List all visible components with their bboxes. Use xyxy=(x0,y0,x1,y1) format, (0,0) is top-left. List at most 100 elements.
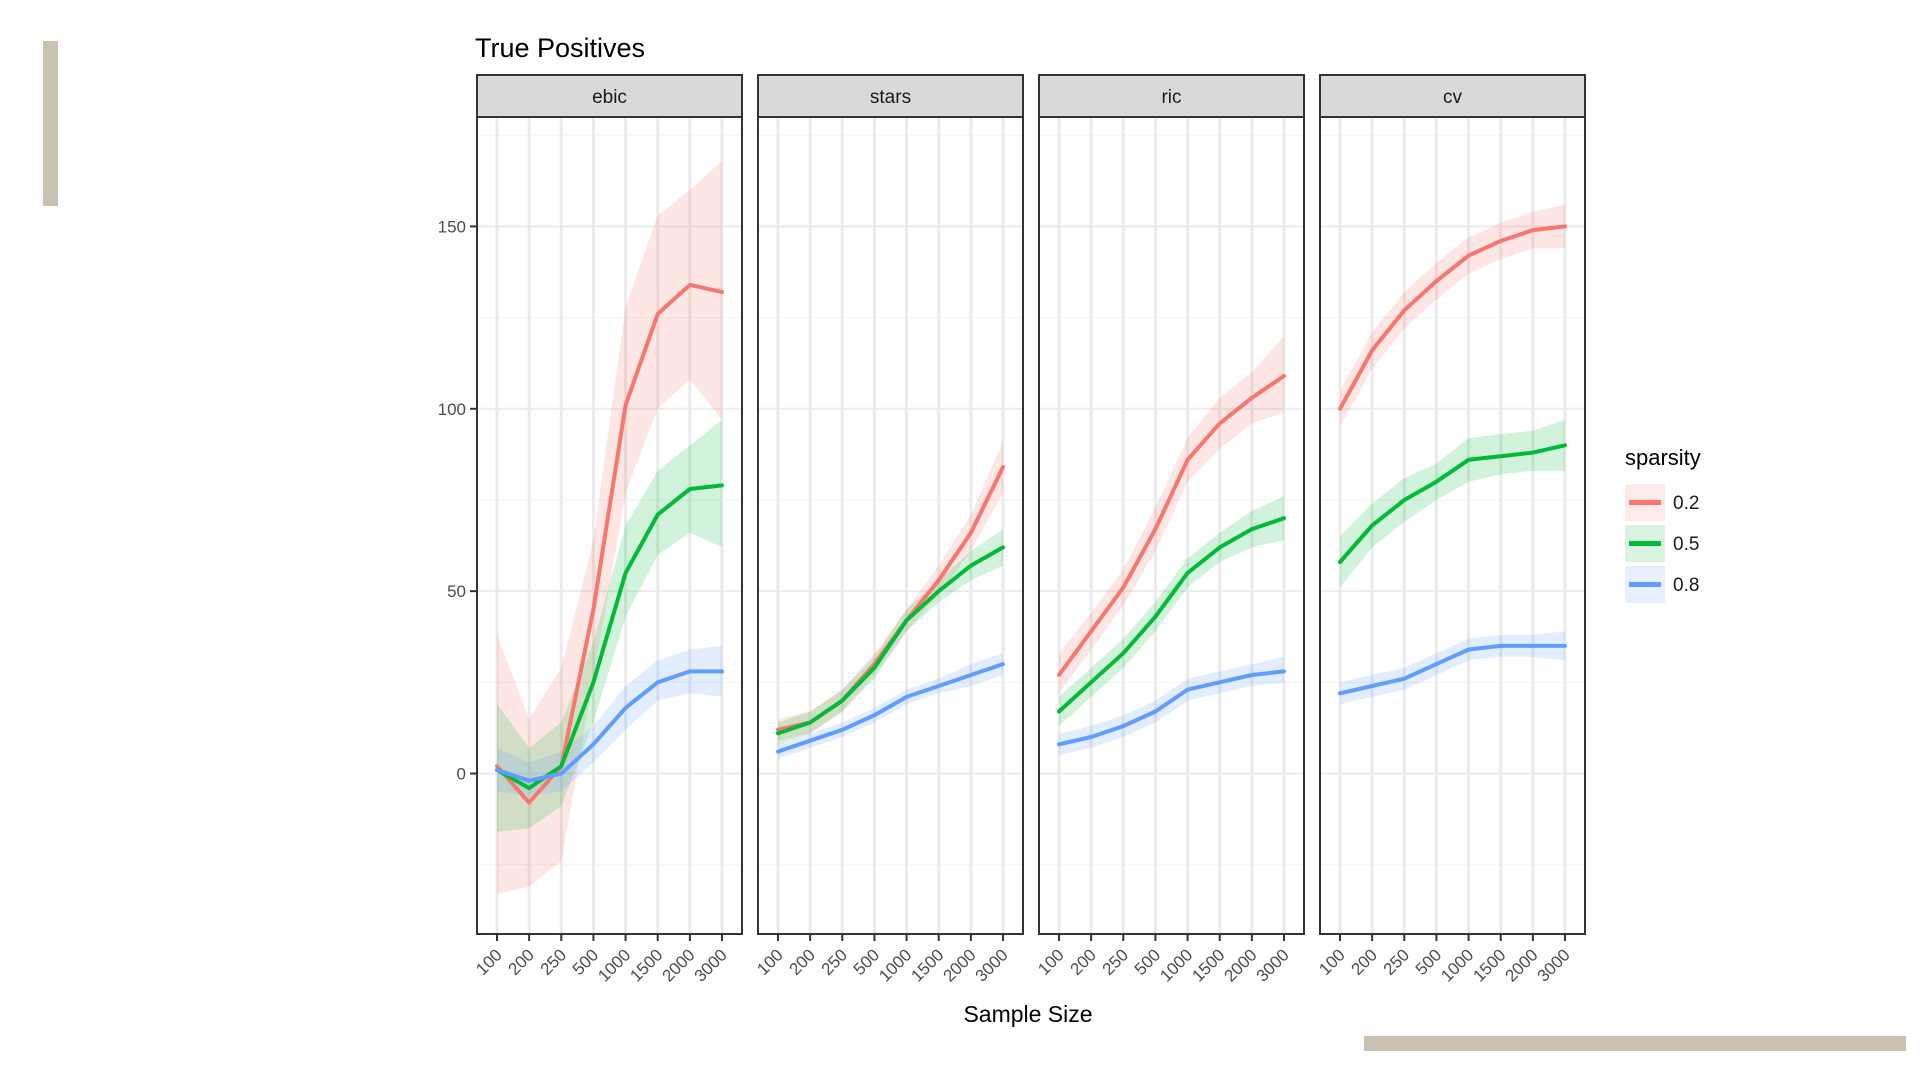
legend-title: sparsity xyxy=(1625,445,1701,470)
ribbon-cv-0.5 xyxy=(1340,419,1565,588)
point-ebic-0.8-100 xyxy=(495,768,499,772)
point-ric-0.5-250 xyxy=(1121,651,1125,655)
point-ric-0.8-2000 xyxy=(1250,673,1254,677)
ribbon-ebic-0.2 xyxy=(497,160,722,894)
point-stars-0.5-1000 xyxy=(905,618,909,622)
point-cv-0.8-1500 xyxy=(1499,644,1503,648)
x-tick-label-1000: 1000 xyxy=(1437,945,1477,985)
point-stars-0.5-500 xyxy=(872,666,876,670)
point-ebic-0.5-3000 xyxy=(720,483,724,487)
x-tick-label-1500: 1500 xyxy=(907,945,947,985)
point-ebic-0.8-250 xyxy=(559,772,563,776)
x-tick-label-200: 200 xyxy=(785,945,818,978)
x-tick-label-100: 100 xyxy=(1034,945,1067,978)
y-tick-label-150: 150 xyxy=(438,217,466,236)
line-ric-0.8 xyxy=(1057,669,1286,747)
point-stars-0.5-200 xyxy=(808,720,812,724)
point-ric-0.5-3000 xyxy=(1282,516,1286,520)
point-cv-0.5-1500 xyxy=(1499,454,1503,458)
point-cv-0.2-3000 xyxy=(1563,224,1567,228)
strip-label-ric: ric xyxy=(1161,87,1181,108)
line-cv-0.8 xyxy=(1338,643,1567,696)
x-tick-label-3000: 3000 xyxy=(972,945,1012,985)
point-stars-0.2-1500 xyxy=(937,578,941,582)
point-cv-0.5-2000 xyxy=(1531,451,1535,455)
point-ric-0.2-100 xyxy=(1057,673,1061,677)
point-ebic-0.5-1500 xyxy=(656,513,660,517)
point-ebic-0.2-1000 xyxy=(624,403,628,407)
point-ebic-0.5-200 xyxy=(527,786,531,790)
point-ebic-0.8-200 xyxy=(527,779,531,783)
y-tick-label-100: 100 xyxy=(438,400,466,419)
line-ebic-0.8 xyxy=(495,669,724,783)
facet-panels: ebic1002002505001000150020003000stars100… xyxy=(472,74,1586,986)
x-tick-label-200: 200 xyxy=(504,945,537,978)
panel-background xyxy=(1320,117,1585,934)
x-tick-label-3000: 3000 xyxy=(1534,945,1574,985)
line-stars-0.8 xyxy=(776,662,1005,754)
x-tick-label-100: 100 xyxy=(753,945,786,978)
strip-background xyxy=(1038,74,1305,118)
point-ric-0.5-1000 xyxy=(1186,571,1190,575)
strip-background xyxy=(1319,74,1586,118)
point-cv-0.8-3000 xyxy=(1563,644,1567,648)
strip-label-ebic: ebic xyxy=(592,87,627,108)
point-cv-0.8-100 xyxy=(1338,691,1342,695)
x-tick-label-250: 250 xyxy=(1380,945,1413,978)
point-cv-0.8-500 xyxy=(1434,662,1438,666)
x-tick-label-200: 200 xyxy=(1347,945,1380,978)
line-cv-0.5 xyxy=(1338,443,1567,564)
point-ebic-0.5-2000 xyxy=(688,487,692,491)
point-cv-0.5-250 xyxy=(1402,498,1406,502)
panel-background xyxy=(758,117,1023,934)
x-tick-label-100: 100 xyxy=(1315,945,1348,978)
point-ric-0.2-1000 xyxy=(1186,458,1190,462)
point-cv-0.2-1000 xyxy=(1467,254,1471,258)
point-cv-0.2-500 xyxy=(1434,279,1438,283)
line-ebic-0.2 xyxy=(495,282,724,805)
point-stars-0.2-2000 xyxy=(969,531,973,535)
point-ebic-0.2-3000 xyxy=(720,290,724,294)
point-ric-0.8-1000 xyxy=(1186,688,1190,692)
x-tick-label-2000: 2000 xyxy=(940,945,980,985)
x-tick-label-200: 200 xyxy=(1066,945,1099,978)
point-ric-0.2-250 xyxy=(1121,586,1125,590)
point-cv-0.2-2000 xyxy=(1531,228,1535,232)
point-ebic-0.8-3000 xyxy=(720,669,724,673)
x-tick-label-2000: 2000 xyxy=(1221,945,1261,985)
x-tick-label-1500: 1500 xyxy=(1188,945,1228,985)
point-ric-0.2-3000 xyxy=(1282,374,1286,378)
panel-background xyxy=(477,117,742,934)
x-tick-label-1000: 1000 xyxy=(1156,945,1196,985)
legend: sparsity 0.2 0.5 0.8 xyxy=(1625,445,1701,603)
point-cv-0.8-1000 xyxy=(1467,648,1471,652)
point-stars-0.8-3000 xyxy=(1001,662,1005,666)
line-ebic-0.5 xyxy=(495,483,724,791)
point-ric-0.5-500 xyxy=(1153,615,1157,619)
x-tick-label-1500: 1500 xyxy=(1469,945,1509,985)
x-tick-label-1000: 1000 xyxy=(875,945,915,985)
point-stars-0.8-1000 xyxy=(905,695,909,699)
strip-label-cv: cv xyxy=(1443,87,1463,108)
point-stars-0.8-200 xyxy=(808,739,812,743)
point-ric-0.8-500 xyxy=(1153,710,1157,714)
x-tick-label-100: 100 xyxy=(472,945,505,978)
line-cv-0.2 xyxy=(1338,224,1567,411)
point-stars-0.5-2000 xyxy=(969,564,973,568)
point-ric-0.8-1500 xyxy=(1218,680,1222,684)
x-axis-label: Sample Size xyxy=(963,1001,1092,1027)
point-cv-0.5-3000 xyxy=(1563,443,1567,447)
line-ric-0.5 xyxy=(1057,516,1286,714)
point-stars-0.2-3000 xyxy=(1001,465,1005,469)
y-tick-label-0: 0 xyxy=(457,765,466,784)
x-tick-label-3000: 3000 xyxy=(1253,945,1293,985)
x-tick-label-1500: 1500 xyxy=(626,945,666,985)
point-ebic-0.2-200 xyxy=(527,801,531,805)
x-tick-label-1000: 1000 xyxy=(594,945,634,985)
point-ebic-0.5-250 xyxy=(559,764,563,768)
point-ebic-0.2-500 xyxy=(591,607,595,611)
point-cv-0.5-100 xyxy=(1338,560,1342,564)
